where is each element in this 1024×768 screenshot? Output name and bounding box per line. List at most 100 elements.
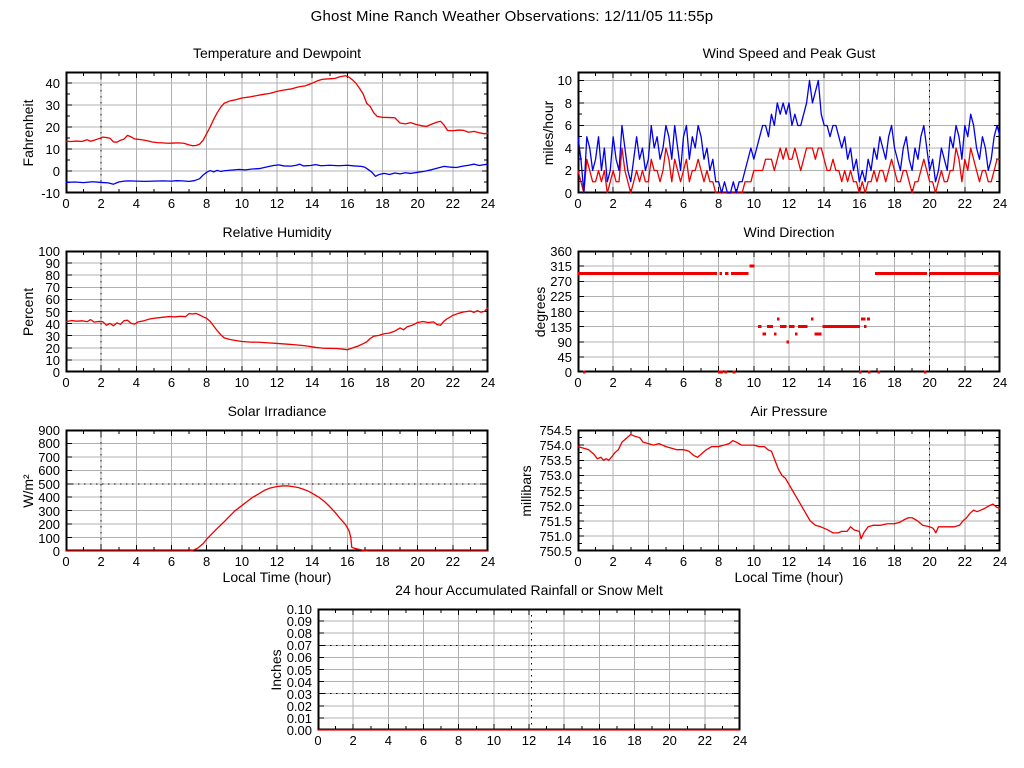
- temperature-title: Temperature and Dewpoint: [192, 45, 362, 61]
- humidity-x-tick-label: 20: [410, 375, 425, 390]
- rainfall-x-tick-label: 8: [455, 733, 463, 748]
- solar-y-tick-label: 800: [38, 436, 60, 452]
- temperature-x-tick-label: 14: [304, 196, 320, 211]
- wind_direction-x-tick-label: 12: [781, 375, 797, 390]
- pressure-y-tick-label: 753.0: [539, 468, 572, 484]
- pressure-y-tick-label: 751.5: [539, 513, 572, 529]
- wind_speed-x-tick-label: 22: [957, 196, 973, 211]
- humidity-grid-lines: [66, 251, 488, 372]
- page-title: Ghost Mine Ranch Weather Observations: 1…: [310, 8, 714, 25]
- pressure-x-tick-label: 24: [992, 554, 1008, 569]
- temperature-x-tick-label: 12: [269, 196, 285, 211]
- temperature-line: [65, 75, 489, 147]
- pressure-x-tick-label: 12: [781, 554, 797, 569]
- pressure-y-tick-label: 754.0: [539, 438, 572, 454]
- pressure-x-tick-label: 18: [887, 554, 902, 569]
- wind_direction-x-tick-label: 10: [746, 375, 762, 390]
- rainfall-title: 24 hour Accumulated Rainfall or Snow Mel…: [395, 582, 663, 598]
- solar-x-tick-label: 4: [132, 554, 140, 569]
- humidity-x-tick-label: 2: [97, 375, 105, 390]
- temperature-x-tick-label: 0: [62, 196, 70, 211]
- humidity-y-tick-label: 70: [45, 280, 60, 296]
- wind_speed-y-tick-label: 6: [564, 118, 572, 134]
- rainfall-y-tick-label: 0.08: [286, 626, 312, 642]
- wind_direction-x-tick-label: 2: [609, 375, 617, 390]
- solar-irradiance-line: [66, 485, 488, 552]
- wind_direction-plot-border: [577, 250, 1001, 373]
- solar-y-tick-label: 0: [52, 544, 60, 559]
- solar-x-tick-label: 16: [340, 554, 355, 569]
- chart-solar: Solar Irradiance 0 2 4 6 8 10 12 14 16 18 20 22 24 0 10…: [20, 403, 495, 585]
- wind_direction-x-tick-label: 0: [574, 375, 582, 390]
- wind_speed-x-tick-label: 0: [574, 196, 582, 211]
- rainfall-x-tick-label: 4: [384, 733, 392, 748]
- humidity-x-tick-label: 16: [340, 375, 355, 390]
- humidity-x-tick-label: 14: [304, 375, 320, 390]
- humidity-y-tick-label: 80: [45, 268, 60, 284]
- pressure-x-tick-label: 22: [957, 554, 973, 569]
- relative-humidity-line: [65, 307, 489, 351]
- pressure-x-tick-label: 0: [574, 554, 582, 569]
- rainfall-y-tick-label: 0.02: [286, 698, 312, 714]
- pressure-x-tick-label: 2: [609, 554, 617, 569]
- rainfall-y-tick-label: 0.03: [286, 686, 312, 702]
- temperature-x-tick-label: 20: [410, 196, 425, 211]
- humidity-x-tick-label: 18: [375, 375, 390, 390]
- temperature-y-tick-label: 20: [45, 120, 60, 135]
- chart-wind_direction: Wind Direction 0 2 4 6 8 10 12 14 16 18 20 22 24 0 45 90…: [532, 224, 1007, 389]
- chart-temperature: Temperature and Dewpoint 0 2 4 6 8 10 12 14 16 18 2…: [20, 45, 495, 210]
- rainfall-y-tick-label: 0.09: [286, 614, 312, 630]
- humidity-x-tick-label: 8: [203, 375, 211, 390]
- pressure-y-tick-label: 752.5: [539, 483, 572, 499]
- rainfall-x-tick-label: 24: [732, 733, 748, 748]
- humidity-x-tick-label: 12: [269, 375, 285, 390]
- chart-humidity: Relative Humidity 0 2 4 6 8 10 12 14 16 18 20 22 24 0 1…: [20, 224, 495, 389]
- wind_speed-y-tick-label: 10: [557, 73, 572, 89]
- wind-speed-line: [577, 147, 1001, 194]
- humidity-x-tick-label: 10: [234, 375, 250, 390]
- rainfall-x-tick-label: 16: [592, 733, 607, 748]
- wind_direction-y-tick-label: 90: [557, 334, 572, 350]
- humidity-y-tick-label: 20: [45, 340, 60, 356]
- rainfall-y-axis-label: Inches: [268, 648, 284, 691]
- wind_speed-x-tick-label: 4: [644, 196, 652, 211]
- wind_direction-y-tick-label: 315: [550, 259, 572, 275]
- temperature-y-tick-label: 0: [52, 164, 60, 179]
- wind_direction-y-tick-label: 0: [564, 365, 572, 380]
- peak-gust-line: [577, 79, 1001, 194]
- humidity-plot-area: [65, 250, 489, 373]
- rainfall-y-tick-label: 0.07: [286, 638, 312, 654]
- wind_direction-grid-lines: [578, 251, 1000, 372]
- temperature-y-tick-label: 30: [45, 98, 60, 113]
- pressure-x-tick-label: 20: [922, 554, 937, 569]
- temperature-x-tick-label: 22: [445, 196, 461, 211]
- humidity-x-tick-label: 0: [62, 375, 70, 390]
- wind_speed-x-tick-label: 18: [887, 196, 902, 211]
- solar-y-tick-label: 600: [38, 463, 60, 479]
- pressure-y-tick-label: 752.0: [539, 498, 572, 514]
- humidity-y-axis-label: Percent: [20, 287, 36, 336]
- temperature-x-tick-label: 2: [97, 196, 105, 211]
- humidity-y-tick-label: 100: [38, 244, 60, 259]
- wind_direction-y-tick-label: 270: [550, 274, 572, 290]
- wind_direction-y-tick-label: 360: [550, 244, 572, 259]
- wind_speed-x-tick-label: 20: [922, 196, 937, 211]
- wind_direction-y-axis-label: degrees: [532, 286, 548, 337]
- chart-rainfall: 24 hour Accumulated Rainfall or Snow Mel…: [268, 582, 747, 747]
- pressure-plot-area: [577, 429, 1001, 552]
- wind_direction-x-tick-label: 14: [816, 375, 832, 390]
- wind_speed-y-axis-label: miles/hour: [540, 100, 556, 165]
- temperature-x-tick-label: 6: [167, 196, 176, 211]
- humidity-y-tick-label: 30: [45, 328, 60, 344]
- wind_direction-y-tick-label: 225: [550, 289, 572, 305]
- wind_speed-x-tick-label: 14: [816, 196, 832, 211]
- pressure-y-tick-label: 751.0: [539, 528, 572, 544]
- wind_direction-x-tick-label: 24: [992, 375, 1008, 390]
- pressure-x-tick-label: 14: [816, 554, 832, 569]
- pressure-grid-lines: [578, 430, 1000, 551]
- solar-x-tick-label: 8: [203, 554, 211, 569]
- solar-grid-lines: [66, 430, 488, 551]
- wind_direction-x-tick-label: 16: [852, 375, 867, 390]
- rainfall-y-tick-label: 0.04: [286, 674, 312, 690]
- wind_speed-y-tick-label: 8: [564, 95, 572, 111]
